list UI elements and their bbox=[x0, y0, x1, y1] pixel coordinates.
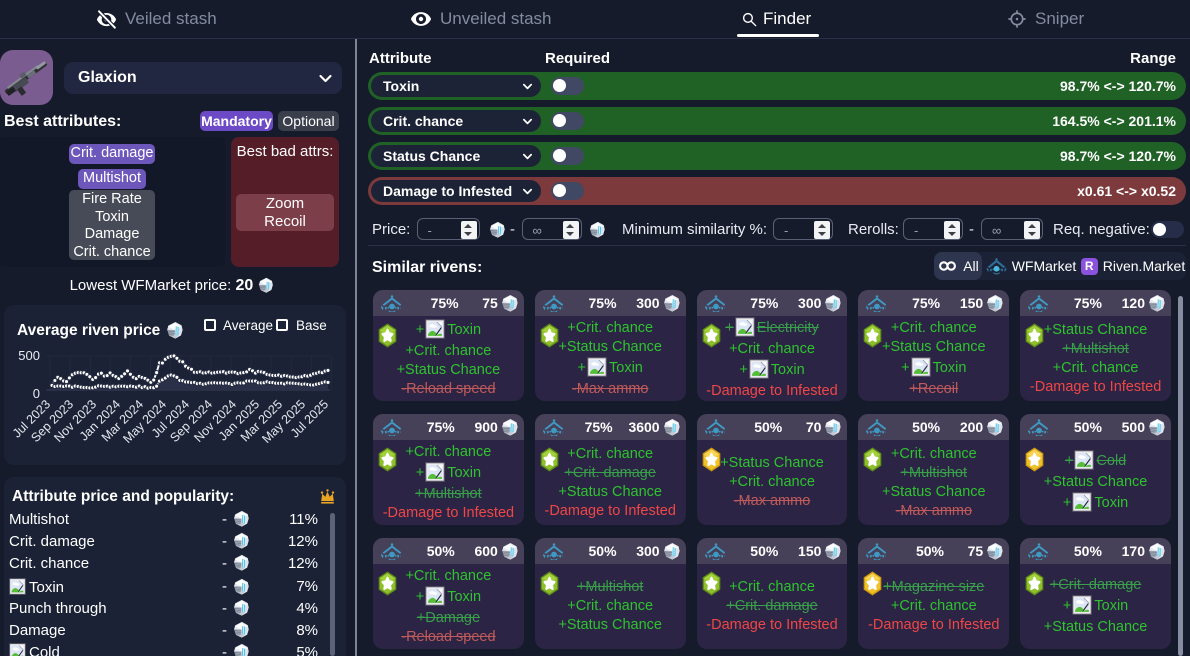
svg-text:0: 0 bbox=[33, 386, 40, 401]
svg-text:500: 500 bbox=[18, 348, 40, 363]
